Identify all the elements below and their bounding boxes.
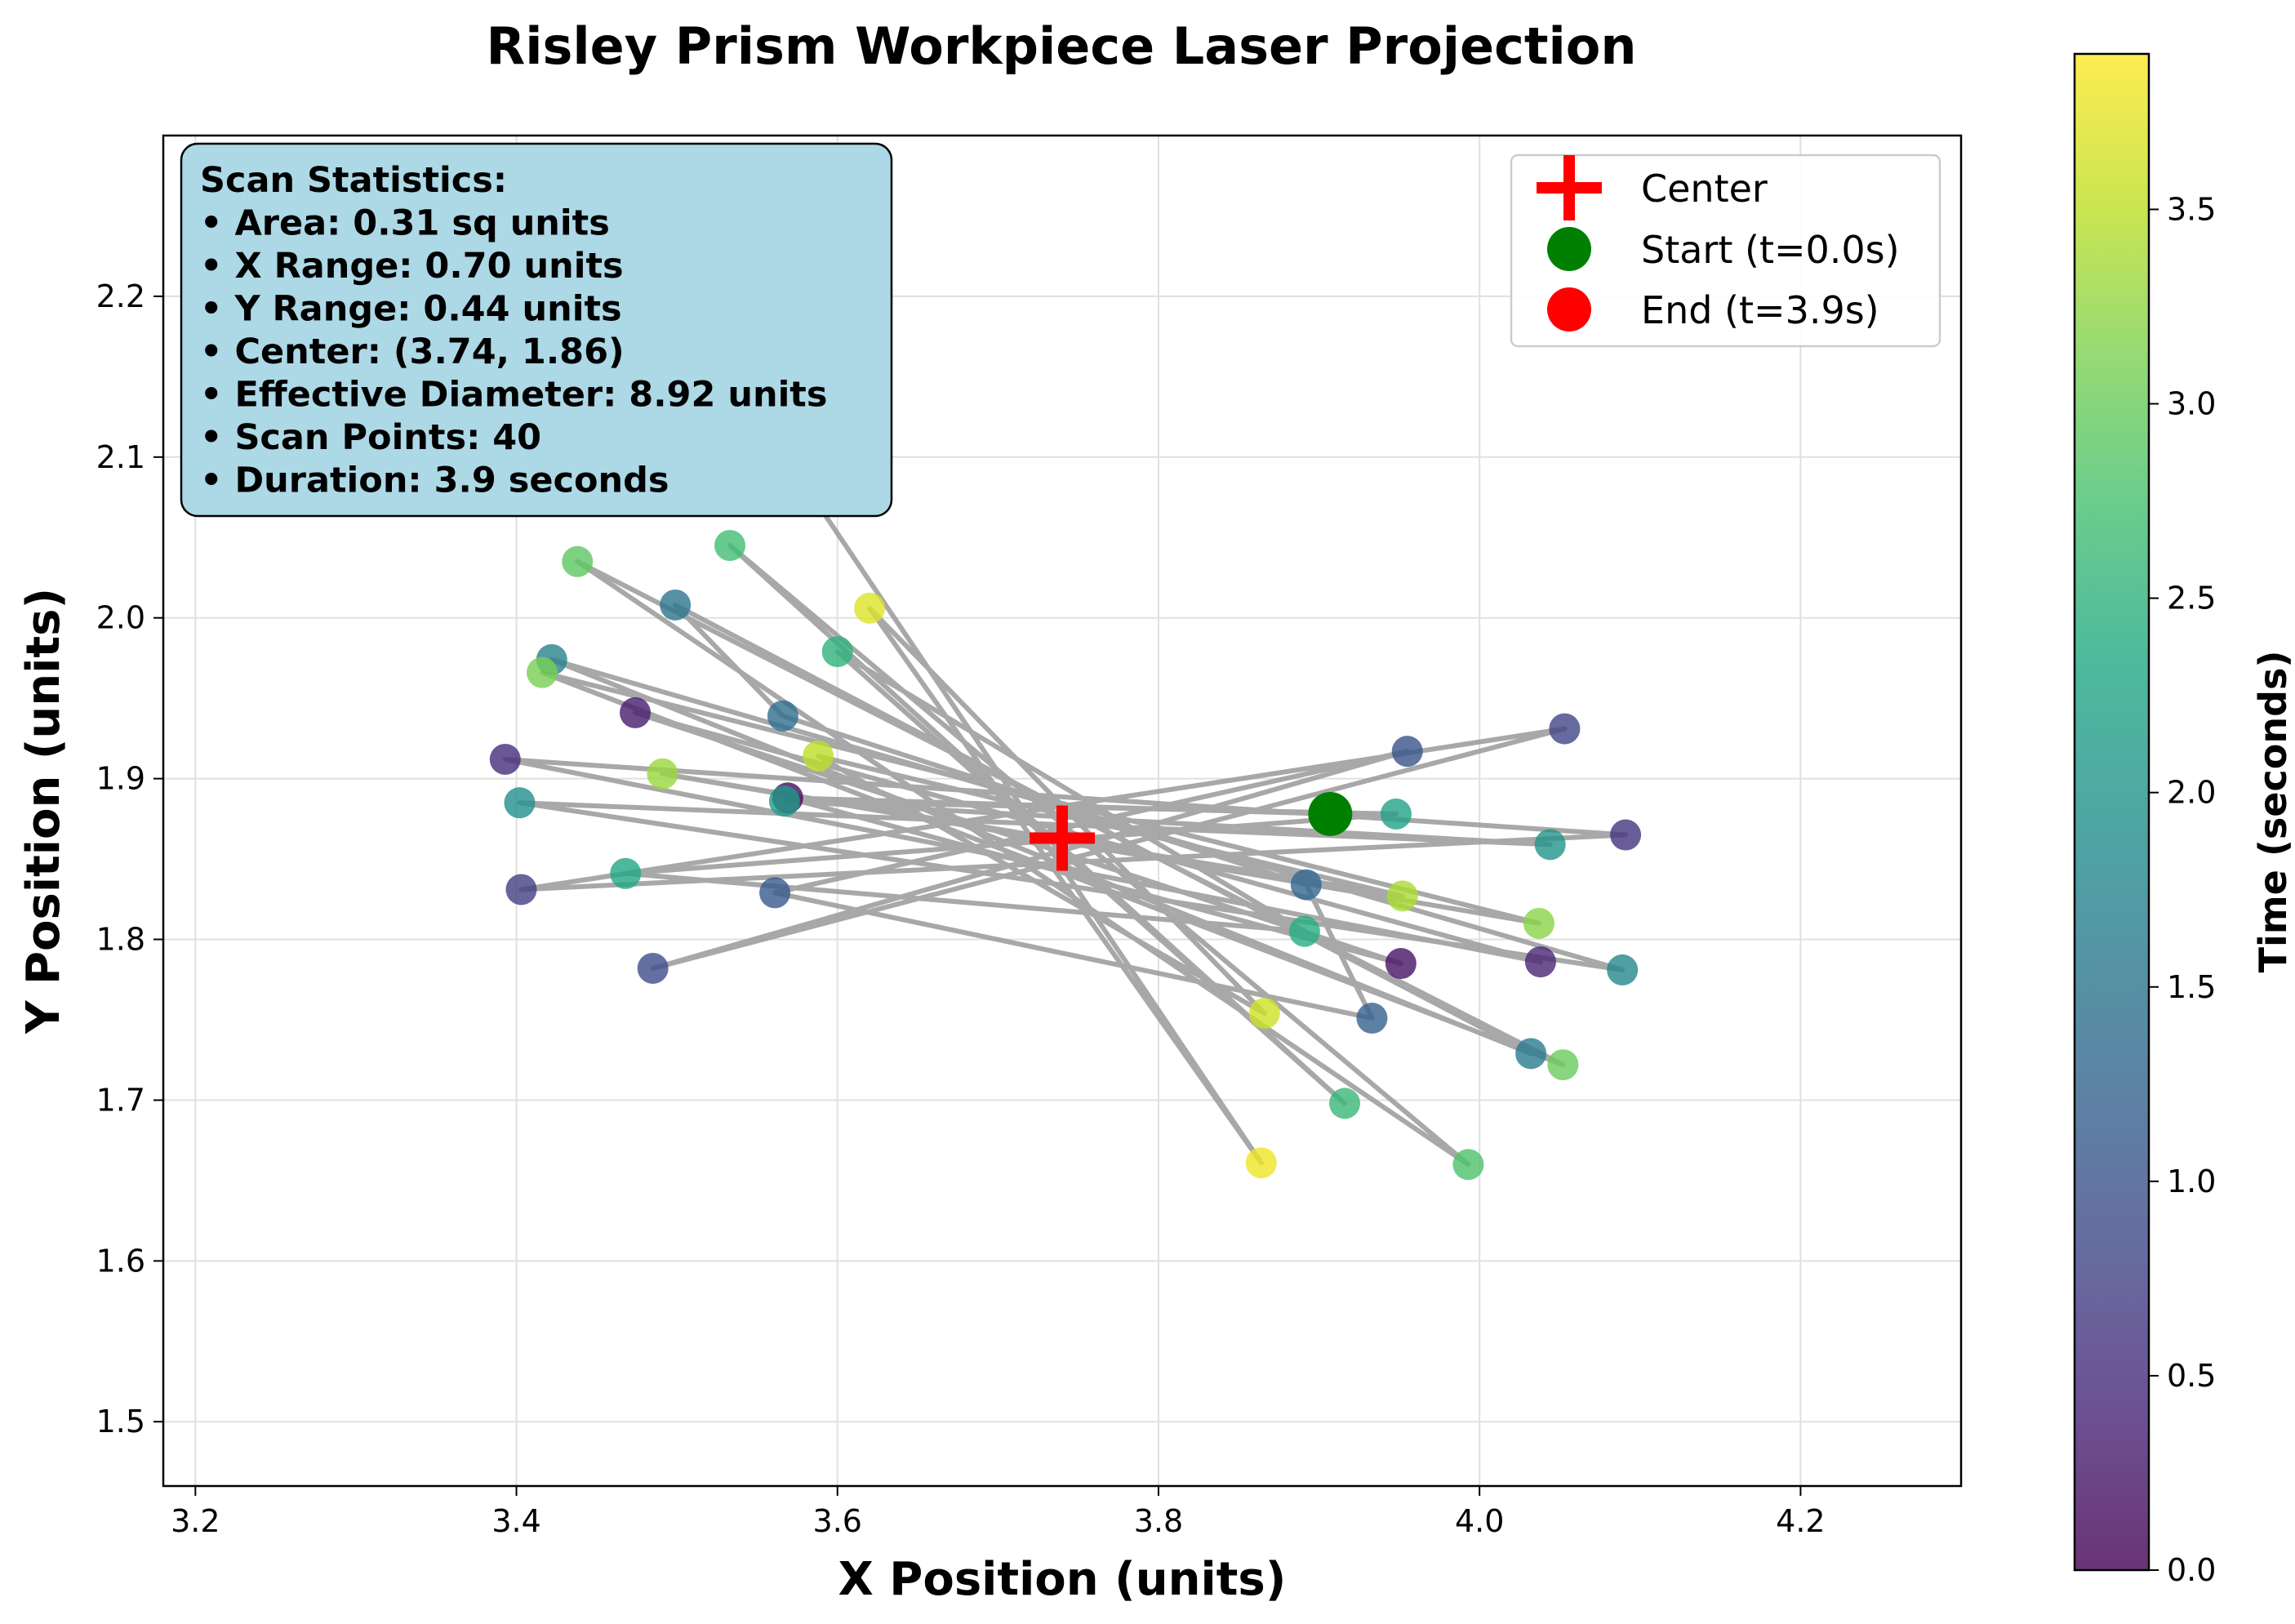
x-tick-label: 4.0 — [1455, 1503, 1504, 1539]
y-tick-label: 1.9 — [96, 761, 145, 797]
stats-line: Scan Statistics: — [200, 160, 507, 201]
stats-line: • Duration: 3.9 seconds — [200, 461, 669, 501]
x-tick-label: 4.2 — [1776, 1503, 1825, 1539]
colorbar-tick-label: 0.0 — [2167, 1552, 2216, 1588]
x-tick-label: 3.6 — [813, 1503, 862, 1539]
stats-box-background — [180, 142, 893, 518]
y-tick-label: 1.6 — [96, 1243, 145, 1279]
x-axis-ticks: 3.2 3.4 3.6 3.8 4.0 4.2 — [171, 1486, 1826, 1539]
x-axis-label: X Position (units) — [838, 1553, 1287, 1606]
scan-point — [489, 743, 521, 775]
colorbar — [2073, 52, 2150, 1572]
y-tick-label: 1.7 — [96, 1082, 145, 1118]
scan-point — [504, 787, 536, 819]
scan-point — [1386, 880, 1418, 912]
scan-point — [768, 785, 800, 817]
y-tick-label: 2.0 — [96, 600, 145, 636]
colorbar-ticks: 0.0 0.5 1.0 1.5 2.0 2.5 3.0 3.5 — [2149, 191, 2216, 1588]
x-tick-label: 3.4 — [491, 1503, 540, 1539]
scan-point — [1290, 869, 1322, 901]
legend-center-label: Center — [1641, 167, 1768, 211]
stats-line: • Scan Points: 40 — [200, 417, 541, 458]
scan-point — [1245, 1147, 1277, 1179]
scan-point — [620, 696, 652, 728]
scan-point — [526, 656, 558, 688]
scan-point — [1524, 946, 1556, 978]
scan-point — [1523, 907, 1554, 939]
scan-path-line — [502, 456, 1629, 1168]
stats-box: Scan Statistics:• Area: 0.31 sq units• X… — [180, 142, 893, 518]
scan-point — [821, 636, 853, 668]
stats-lines: Scan Statistics:• Area: 0.31 sq units• X… — [200, 160, 827, 501]
scan-points — [489, 441, 1642, 1181]
scan-point — [1515, 1038, 1547, 1070]
colorbar-tick-label: 3.0 — [2167, 386, 2216, 422]
scan-point — [660, 589, 692, 621]
x-tick-label: 3.8 — [1134, 1503, 1183, 1539]
y-axis-label: Y Position (units) — [17, 588, 70, 1034]
scan-point — [854, 592, 886, 624]
scan-point — [637, 952, 669, 984]
scan-point — [505, 874, 537, 905]
scan-point — [1391, 736, 1423, 768]
scan-point — [1288, 915, 1320, 947]
start-marker — [1308, 791, 1353, 836]
y-tick-label: 2.1 — [96, 439, 145, 475]
scan-point — [714, 530, 746, 562]
legend-box — [1510, 154, 1941, 348]
scan-point — [803, 741, 834, 772]
stats-line: • Effective Diameter: 8.92 units — [200, 375, 827, 416]
stats-line: • Y Range: 0.44 units — [200, 289, 622, 330]
x-tick-label: 3.2 — [171, 1503, 220, 1539]
legend-end-marker — [1547, 287, 1591, 331]
colorbar-tick-label: 1.0 — [2167, 1163, 2216, 1199]
plot-frame — [162, 134, 1963, 1488]
colorbar-tick-label: 1.5 — [2167, 969, 2216, 1005]
colorbar-tick-label: 0.5 — [2167, 1358, 2216, 1394]
y-tick-label: 2.2 — [96, 278, 145, 314]
colorbar-tick-label: 3.5 — [2167, 191, 2216, 227]
scan-point — [610, 857, 642, 889]
colorbar-tick-label: 2.5 — [2167, 581, 2216, 616]
scan-point — [1607, 954, 1639, 986]
scan-point — [1452, 1149, 1484, 1181]
scan-point — [1329, 1088, 1361, 1119]
legend-end-label: End (t=3.9s) — [1641, 288, 1879, 332]
y-tick-label: 1.8 — [96, 922, 145, 958]
scan-point — [1534, 829, 1566, 861]
colorbar-tick-label: 2.0 — [2167, 775, 2216, 811]
scan-point — [1547, 1049, 1579, 1081]
scan-point — [1610, 819, 1642, 851]
y-axis-ticks: 1.5 1.6 1.7 1.8 1.9 2.0 2.1 2.2 — [96, 278, 163, 1439]
chart-title: Risley Prism Workpiece Laser Projection — [487, 16, 1637, 76]
stats-line: • Center: (3.74, 1.86) — [200, 331, 625, 372]
scan-point — [647, 758, 678, 790]
scan-point — [1380, 798, 1412, 830]
colorbar-label: Time (seconds) — [2251, 651, 2295, 973]
legend: Center Start (t=0.0s) End (t=3.9s) — [1510, 154, 1941, 348]
scan-path — [502, 456, 1629, 1168]
stats-line: • Area: 0.31 sq units — [200, 203, 610, 244]
stats-line: • X Range: 0.70 units — [200, 246, 624, 287]
y-tick-label: 1.5 — [96, 1404, 145, 1439]
scan-point — [1248, 998, 1280, 1030]
legend-start-label: Start (t=0.0s) — [1641, 228, 1900, 272]
scan-point — [1385, 948, 1417, 980]
scan-point — [759, 877, 791, 909]
legend-center-marker — [1537, 155, 1602, 220]
scan-point — [1356, 1003, 1388, 1034]
legend-start-marker — [1547, 227, 1591, 271]
scan-point — [1549, 713, 1581, 745]
scan-point — [562, 545, 594, 577]
scan-point — [767, 700, 798, 732]
